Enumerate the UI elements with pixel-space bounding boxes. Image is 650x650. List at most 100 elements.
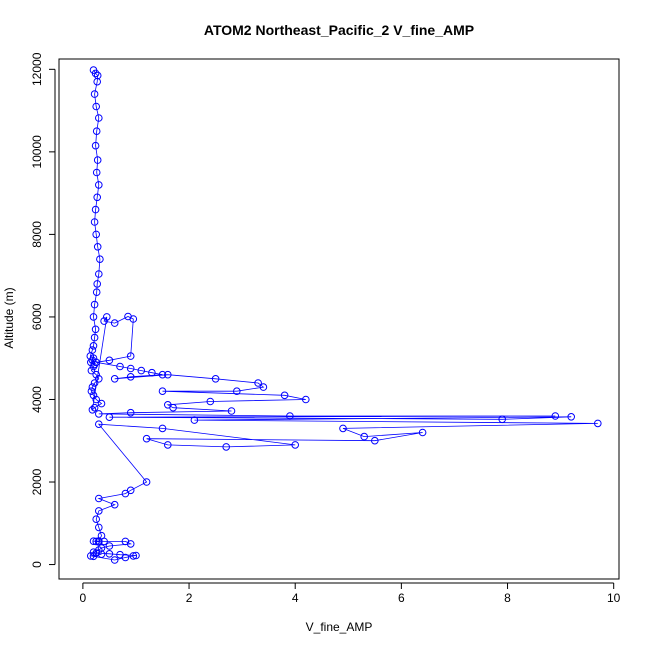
- data-point: [222, 443, 230, 451]
- data-point: [92, 230, 100, 239]
- y-tick-label: 0: [30, 561, 44, 568]
- data-point: [93, 243, 102, 251]
- data-point: [91, 325, 100, 334]
- data-point: [92, 537, 100, 546]
- data-point: [92, 515, 100, 524]
- data-point: [93, 280, 101, 288]
- data-point: [97, 550, 106, 559]
- data-point: [95, 410, 103, 418]
- data-point: [95, 420, 103, 429]
- data-point: [100, 537, 108, 546]
- series-line: [89, 69, 598, 561]
- data-point: [89, 362, 98, 371]
- data-point: [126, 373, 135, 381]
- x-tick-label: 6: [398, 591, 405, 605]
- data-point: [126, 364, 135, 373]
- data-point: [233, 387, 241, 396]
- data-point: [126, 408, 135, 417]
- data-point: [97, 399, 106, 408]
- data-point: [89, 391, 98, 400]
- data-point: [95, 537, 103, 545]
- data-point: [95, 375, 103, 383]
- y-tick-label: 8000: [30, 221, 44, 248]
- data-point: [95, 114, 103, 122]
- data-point: [169, 403, 177, 412]
- data-point: [91, 69, 100, 78]
- data-point: [92, 288, 101, 297]
- data-point: [371, 436, 379, 445]
- data-point: [360, 432, 369, 441]
- data-point: [93, 193, 101, 202]
- data-series: [86, 66, 602, 564]
- data-point: [92, 370, 100, 379]
- data-point: [142, 434, 151, 443]
- data-point: [137, 366, 146, 375]
- data-point: [280, 391, 289, 400]
- data-point: [158, 424, 167, 433]
- data-point: [291, 441, 300, 449]
- data-point: [190, 416, 199, 424]
- x-axis-label: V_fine_AMP: [306, 620, 373, 634]
- data-point: [126, 352, 135, 360]
- data-point: [164, 370, 172, 379]
- y-axis-label: Altitude (m): [2, 287, 16, 348]
- data-point: [90, 300, 99, 309]
- data-point: [88, 383, 97, 391]
- data-point: [92, 168, 101, 177]
- data-point: [121, 553, 130, 562]
- data-point: [142, 478, 151, 486]
- y-tick-label: 2000: [30, 468, 44, 495]
- data-point: [89, 313, 98, 321]
- data-point: [227, 407, 236, 415]
- data-point: [339, 424, 347, 433]
- data-point: [90, 403, 99, 412]
- data-point: [164, 441, 172, 449]
- data-point: [148, 368, 156, 377]
- data-point: [92, 102, 100, 111]
- data-point: [91, 205, 100, 214]
- data-point: [93, 77, 101, 86]
- data-point: [126, 540, 135, 548]
- data-point: [498, 415, 507, 424]
- data-point: [90, 218, 99, 226]
- data-point: [95, 494, 103, 503]
- data-point: [95, 507, 103, 515]
- data-point: [129, 552, 138, 560]
- data-point: [90, 90, 99, 98]
- data-point: [89, 342, 98, 350]
- data-point: [254, 379, 262, 387]
- data-point: [105, 542, 114, 550]
- y-tick-label: 4000: [30, 386, 44, 413]
- data-point: [87, 358, 95, 367]
- plot-frame: [58, 58, 620, 580]
- data-point: [567, 413, 576, 421]
- data-point: [100, 317, 108, 325]
- data-point: [91, 141, 100, 150]
- data-point: [158, 387, 167, 396]
- data-point: [594, 419, 602, 428]
- data-point: [103, 313, 111, 321]
- data-point: [96, 255, 104, 264]
- data-point: [126, 486, 135, 495]
- data-point: [105, 356, 114, 365]
- data-point: [116, 362, 124, 371]
- data-point: [211, 375, 220, 383]
- data-point: [87, 552, 95, 560]
- data-point: [90, 379, 99, 387]
- x-tick-label: 0: [80, 591, 87, 605]
- data-point: [88, 406, 97, 414]
- data-point: [95, 181, 103, 189]
- data-point: [110, 375, 119, 383]
- data-point: [286, 412, 294, 420]
- data-point: [110, 319, 119, 327]
- data-point: [132, 551, 140, 560]
- data-point: [89, 537, 98, 546]
- data-point: [259, 383, 268, 391]
- data-point: [110, 556, 119, 564]
- data-point: [129, 315, 138, 323]
- y-tick-label: 12000: [30, 52, 44, 86]
- x-tick-label: 10: [607, 591, 621, 605]
- data-point: [551, 412, 560, 420]
